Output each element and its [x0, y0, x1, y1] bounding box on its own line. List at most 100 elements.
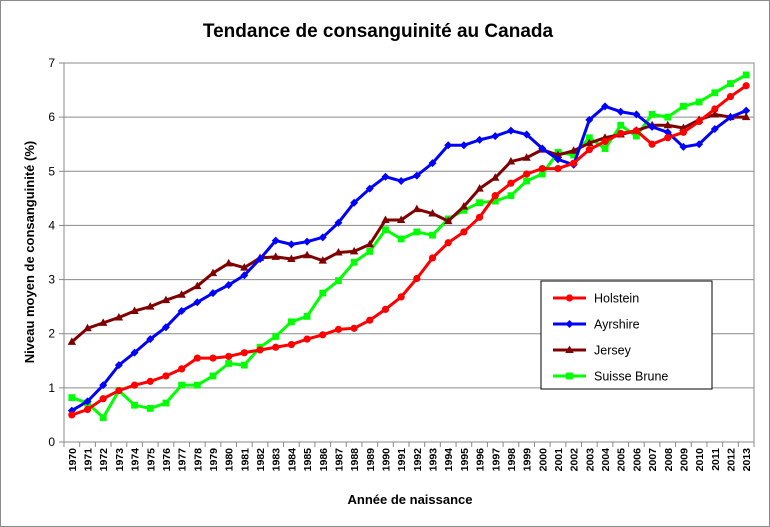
data-point-suisse-brune: [570, 151, 578, 159]
y-tick-label: 7: [48, 56, 55, 70]
x-tick-label: 1992: [412, 448, 424, 472]
data-point-holstein: [632, 127, 640, 135]
data-point-ayrshire: [146, 335, 155, 344]
data-point-suisse-brune: [523, 177, 531, 185]
data-point-suisse-brune: [319, 289, 327, 297]
data-point-jersey: [412, 204, 422, 213]
data-point-suisse-brune: [491, 197, 499, 205]
x-tick-label: 2012: [725, 448, 737, 472]
data-point-suisse-brune: [272, 333, 280, 340]
data-point-jersey: [208, 268, 218, 277]
data-point-holstein: [570, 159, 578, 167]
data-point-holstein: [648, 140, 656, 148]
data-point-suisse-brune: [350, 258, 358, 266]
x-tick-label: 1994: [443, 448, 455, 472]
data-point-ayrshire: [632, 110, 641, 119]
data-point-suisse-brune: [413, 228, 421, 236]
data-point-suisse-brune: [460, 206, 468, 214]
data-point-ayrshire: [224, 280, 233, 289]
x-tick-label: 1998: [506, 448, 518, 472]
data-point-holstein: [726, 92, 735, 101]
data-point-jersey: [161, 295, 171, 304]
x-tick-label: 2002: [569, 448, 581, 472]
data-point-ayrshire: [114, 361, 123, 370]
data-point-jersey: [710, 109, 719, 118]
data-point-ayrshire: [742, 106, 751, 115]
x-tick-label: 1999: [522, 448, 534, 472]
x-tick-label: 1991: [396, 448, 408, 472]
data-point-ayrshire: [271, 236, 280, 245]
data-point-holstein: [413, 274, 421, 283]
y-tick-label: 2: [48, 327, 55, 341]
data-point-suisse-brune: [507, 192, 515, 200]
legend-label-holstein: Holstein: [594, 292, 639, 306]
x-tick-label: 2003: [584, 448, 596, 472]
data-point-jersey: [522, 153, 531, 161]
data-point-holstein: [287, 340, 295, 349]
data-point-holstein: [475, 213, 484, 221]
data-point-jersey: [99, 318, 108, 326]
data-point-ayrshire: [444, 141, 453, 150]
y-tick-label: 5: [48, 164, 55, 178]
x-tick-label: 1993: [428, 448, 440, 472]
data-point-ayrshire: [710, 125, 719, 134]
data-point-jersey: [349, 246, 359, 255]
data-point-ayrshire: [726, 113, 735, 122]
data-point-holstein: [350, 324, 358, 332]
data-point-holstein: [711, 105, 719, 113]
data-point-jersey: [302, 250, 312, 259]
data-point-jersey: [365, 239, 374, 248]
data-point-holstein: [397, 293, 405, 301]
data-point-ayrshire: [412, 171, 421, 180]
data-point-holstein: [601, 137, 609, 146]
x-axis-title: Année de naissance: [348, 492, 473, 507]
data-point-jersey: [130, 306, 139, 314]
data-point-holstein: [460, 228, 468, 236]
x-axis-ticks: 1970 1971 1972 1973 1974 1975 1976 1977 1978 1979…: [63, 442, 755, 472]
data-point-ayrshire: [616, 107, 625, 116]
data-point-holstein: [319, 331, 327, 339]
data-point-holstein: [491, 192, 499, 200]
data-point-jersey: [240, 263, 249, 271]
data-point-holstein: [695, 117, 703, 126]
data-point-suisse-brune: [303, 312, 311, 320]
data-point-jersey: [475, 184, 484, 192]
data-point-ayrshire: [428, 159, 437, 168]
data-point-suisse-brune: [711, 89, 719, 97]
data-point-ayrshire: [459, 141, 468, 150]
x-tick-label: 1997: [490, 448, 502, 472]
legend-label-jersey: Jersey: [594, 344, 632, 358]
data-point-jersey: [224, 258, 233, 267]
legend-marker-holstein: [565, 294, 574, 302]
data-point-holstein: [679, 128, 688, 136]
x-tick-label: 1970: [67, 448, 79, 472]
data-point-ayrshire: [208, 289, 217, 298]
data-point-suisse-brune: [742, 71, 750, 79]
data-point-jersey: [177, 290, 186, 298]
data-point-suisse-brune: [538, 170, 546, 178]
data-point-ayrshire: [256, 254, 265, 263]
data-point-suisse-brune: [429, 231, 436, 239]
data-point-holstein: [68, 411, 76, 419]
data-point-holstein: [507, 179, 515, 187]
data-point-jersey: [491, 173, 500, 181]
data-point-suisse-brune: [695, 98, 703, 106]
y-tick-label: 1: [48, 381, 55, 395]
data-point-ayrshire: [365, 184, 374, 193]
data-point-jersey: [663, 120, 672, 129]
data-point-holstein: [256, 346, 264, 354]
x-tick-label: 1976: [161, 448, 173, 472]
x-tick-label: 2009: [678, 448, 690, 472]
data-point-holstein: [115, 386, 123, 395]
data-point-suisse-brune: [664, 113, 672, 121]
data-point-ayrshire: [679, 142, 688, 151]
x-tick-label: 1987: [333, 448, 345, 472]
x-tick-label: 1975: [145, 448, 157, 472]
data-point-holstein: [742, 82, 750, 90]
data-point-suisse-brune: [727, 80, 734, 87]
x-tick-label: 1972: [98, 448, 110, 472]
x-tick-label: 2010: [694, 448, 706, 472]
x-tick-label: 1982: [255, 448, 267, 472]
data-point-suisse-brune: [178, 381, 186, 389]
